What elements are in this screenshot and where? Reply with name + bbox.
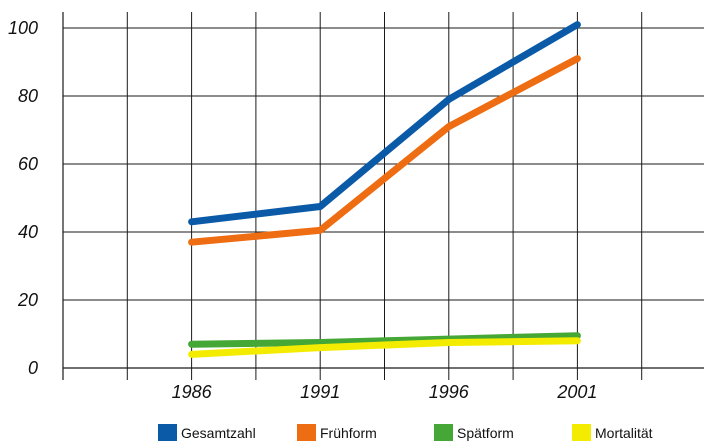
y-tick-label: 0	[28, 358, 38, 378]
series-lines	[188, 21, 581, 358]
legend-label: Mortalität	[595, 425, 653, 441]
legend-swatch	[434, 424, 453, 441]
x-tick-label: 1991	[300, 382, 340, 402]
series-line	[188, 332, 581, 348]
legend-swatch	[297, 424, 316, 441]
series-line	[188, 337, 581, 358]
legend-label: Gesamtzahl	[181, 425, 256, 441]
series-line	[188, 21, 581, 226]
legend-label: Frühform	[320, 425, 377, 441]
legend-label: Spätform	[457, 425, 514, 441]
y-tick-label: 20	[17, 290, 38, 310]
legend: Gesamtzahl Frühform Spätform Mortalität	[158, 424, 653, 441]
x-tick-label: 2001	[556, 382, 597, 402]
axes	[62, 12, 704, 380]
x-tick-label: 1986	[172, 382, 213, 402]
y-tick-label: 40	[18, 222, 38, 242]
y-tick-label: 60	[18, 154, 38, 174]
series-line	[188, 55, 581, 246]
tick-labels: 0 20 40 60 80 100 1986 1991 1996 2001	[8, 18, 597, 402]
x-tick-label: 1996	[429, 382, 470, 402]
legend-swatch	[158, 424, 177, 441]
y-tick-label: 100	[8, 18, 38, 38]
y-tick-label: 80	[18, 86, 38, 106]
legend-swatch	[572, 424, 591, 441]
grid	[62, 12, 704, 380]
